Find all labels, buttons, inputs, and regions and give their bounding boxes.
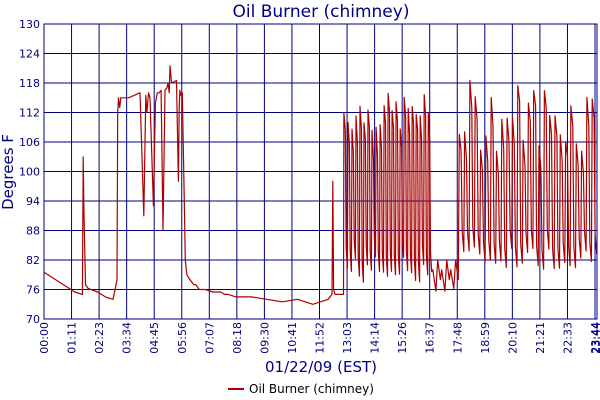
series-layer	[43, 65, 598, 305]
y-tick-label: 94	[26, 195, 40, 208]
y-tick-label: 118	[19, 77, 40, 90]
y-tick-label: 76	[26, 284, 40, 297]
x-tick-label: 00:00	[38, 322, 51, 354]
x-tick-label: 23:44	[589, 322, 600, 354]
y-tick-label: 130	[19, 18, 40, 31]
legend-label: Oil Burner (chimney)	[249, 382, 374, 396]
y-tick-label: 106	[19, 136, 40, 149]
x-tick-label: 11:52	[314, 322, 327, 354]
y-tick-label: 82	[26, 254, 40, 267]
x-tick-label: 16:37	[424, 322, 437, 354]
series-line-oil-burner	[43, 65, 598, 305]
x-tick-label: 20:10	[506, 322, 519, 354]
x-tick-label: 23:44	[590, 322, 600, 354]
x-tick-label: 09:30	[258, 322, 271, 354]
x-tick-label: 18:59	[479, 322, 492, 354]
legend: Oil Burner (chimney)	[228, 382, 374, 396]
x-axis-label: 01/22/09 (EST)	[265, 358, 377, 376]
x-tick-label: 22:33	[561, 322, 574, 354]
x-tick-label: 21:21	[534, 322, 547, 354]
x-tick-label: 03:34	[121, 322, 134, 354]
x-tick-label: 05:56	[176, 322, 189, 354]
y-tick-label: 112	[19, 107, 40, 120]
y-tick-label: 124	[19, 48, 40, 61]
x-tick-label: 15:26	[396, 322, 409, 354]
chart-title: Oil Burner (chimney)	[233, 2, 410, 22]
y-tick-label: 88	[26, 225, 40, 238]
tick-labels: 70 76 82 88 94 100 106 112 118 124 130 00:00 01:11 02…	[19, 18, 600, 354]
y-axis-label: Degrees F	[0, 134, 17, 210]
x-tick-label: 02:23	[93, 322, 106, 354]
y-tick-label: 100	[19, 166, 40, 179]
x-tick-label: 14:14	[369, 322, 382, 354]
x-tick-label: 01:11	[66, 322, 79, 354]
x-tick-label: 10:41	[286, 322, 299, 354]
x-tick-label: 08:18	[231, 322, 244, 354]
x-tick-label: 07:07	[203, 322, 216, 354]
y-tick-label: 70	[26, 313, 40, 326]
x-tick-label: 17:48	[451, 322, 464, 354]
x-tick-label: 04:45	[148, 322, 161, 354]
x-tick-label: 13:03	[341, 322, 354, 354]
plot-frame	[43, 23, 598, 320]
